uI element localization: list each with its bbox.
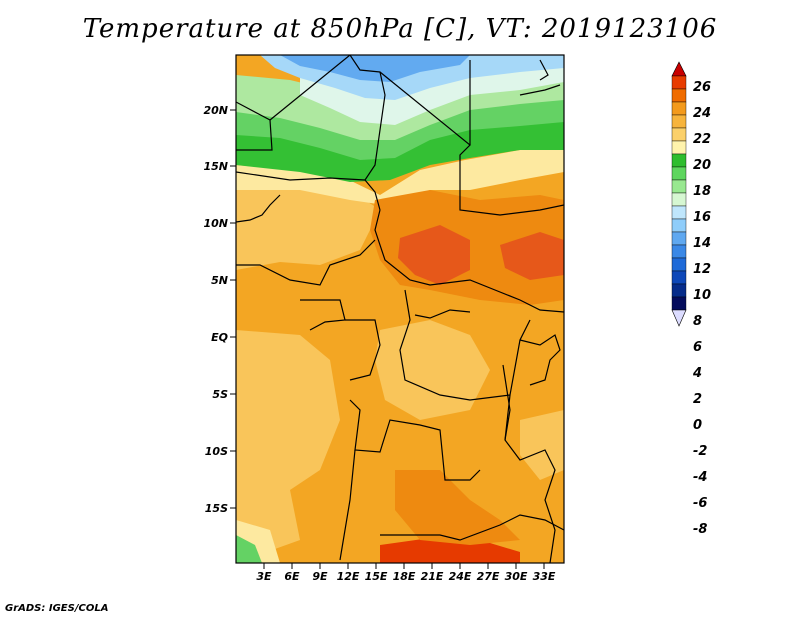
colorbar-label: 6 xyxy=(693,340,702,355)
colorbar-label: 20 xyxy=(693,158,711,173)
colorbar-segment xyxy=(671,192,687,207)
temperature-contour-region xyxy=(236,148,564,205)
colorbar-segment xyxy=(671,88,687,103)
colorbar: 26 24 22 20 18 16 14 12 10 8 6 4 2 0 -2 … xyxy=(671,61,711,537)
lon-label: 9E xyxy=(312,570,328,583)
colorbar-segment xyxy=(671,114,687,129)
lon-label: 12E xyxy=(337,570,360,583)
map-frame xyxy=(235,54,565,564)
lon-label: 30E xyxy=(505,570,528,583)
colorbar-segment xyxy=(671,153,687,168)
lat-label: EQ xyxy=(211,331,228,344)
colorbar-segment xyxy=(671,127,687,142)
colorbar-segment xyxy=(671,296,687,311)
lon-label: 21E xyxy=(421,570,444,583)
colorbar-segment xyxy=(671,231,687,246)
colorbar-label: 4 xyxy=(692,366,702,381)
colorbar-label: -6 xyxy=(693,496,707,511)
colorbar-label: -4 xyxy=(693,470,707,485)
temperature-contour-region xyxy=(520,410,564,480)
temperature-contour-region xyxy=(236,535,262,563)
lat-label: 5N xyxy=(211,274,228,287)
colorbar-label: 10 xyxy=(693,288,711,303)
colorbar-segment xyxy=(671,205,687,220)
colorbar-segment xyxy=(671,140,687,155)
lat-label: 5S xyxy=(212,388,228,401)
lat-label: 15N xyxy=(203,160,228,173)
temperature-contour-region xyxy=(380,538,520,563)
country-borders xyxy=(236,55,564,563)
colorbar-label: 2 xyxy=(693,392,702,407)
lon-label: 18E xyxy=(393,570,416,583)
lon-label: 15E xyxy=(365,570,388,583)
colorbar-segment xyxy=(671,244,687,259)
colorbar-segment xyxy=(671,101,687,116)
lat-label: 10S xyxy=(205,445,228,458)
colorbar-label: 18 xyxy=(693,184,711,199)
temperature-contour-region xyxy=(395,470,520,545)
lon-label: 3E xyxy=(256,570,272,583)
colorbar-arrow-top xyxy=(671,61,687,77)
colorbar-segment xyxy=(671,166,687,181)
temperature-contour-region xyxy=(398,225,470,285)
temperature-contour-region xyxy=(300,55,360,64)
colorbar-arrow-bottom xyxy=(671,309,687,327)
colorbar-label: 12 xyxy=(693,262,711,277)
lon-label: 24E xyxy=(449,570,472,583)
temperature-contour-region xyxy=(375,320,490,420)
colorbar-segment xyxy=(671,218,687,233)
temperature-contour-region xyxy=(500,232,564,280)
colorbar-segment xyxy=(671,283,687,298)
temperature-field xyxy=(236,55,564,563)
longitude-axis: 3E 6E 9E 12E 15E 18E 21E 24E 27E 30E 33E xyxy=(256,563,556,583)
latitude-axis: 20N 15N 10N 5N EQ 5S 10S 15S xyxy=(203,104,236,515)
lon-label: 33E xyxy=(533,570,556,583)
colorbar-label: -2 xyxy=(693,444,707,459)
colorbar-segment xyxy=(671,257,687,272)
colorbar-label: 14 xyxy=(693,236,711,251)
colorbar-label: 8 xyxy=(693,314,702,329)
colorbar-segment xyxy=(671,179,687,194)
lat-label: 15S xyxy=(205,502,228,515)
temperature-contour-region xyxy=(300,64,564,125)
lon-label: 6E xyxy=(284,570,300,583)
colorbar-label: 16 xyxy=(693,210,711,225)
colorbar-label: 0 xyxy=(693,418,702,433)
lat-label: 10N xyxy=(203,217,228,230)
colorbar-segment xyxy=(671,270,687,285)
colorbar-label: 22 xyxy=(693,132,711,147)
map-title: Temperature at 850hPa [C], VT: 201912310… xyxy=(82,14,718,44)
colorbar-label: 26 xyxy=(693,80,711,95)
colorbar-label: 24 xyxy=(693,106,711,121)
lat-label: 20N xyxy=(203,104,228,117)
lon-label: 27E xyxy=(477,570,500,583)
grads-credit: GrADS: IGES/COLA xyxy=(5,603,109,614)
temperature-contour-region xyxy=(236,330,340,563)
colorbar-label: -8 xyxy=(693,522,707,537)
colorbar-segment xyxy=(671,75,687,90)
